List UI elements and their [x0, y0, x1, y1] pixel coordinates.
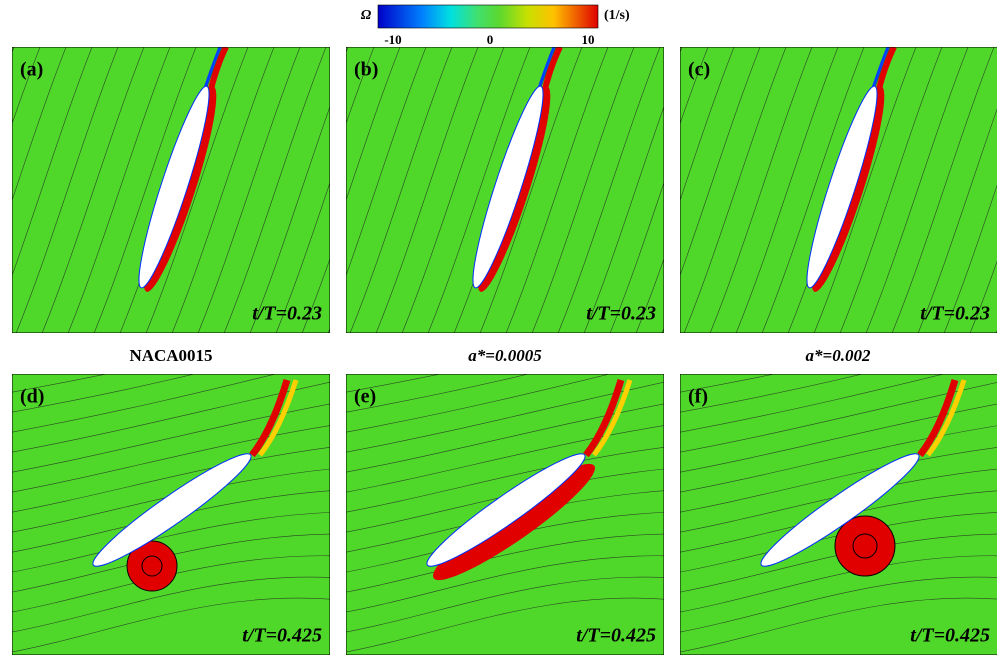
panel-label: (b) — [354, 59, 378, 81]
time-label: t/T=0.23 — [920, 303, 990, 325]
panel-label: (f) — [688, 386, 708, 408]
column-label: NACA0015 — [129, 346, 212, 365]
time-label: t/T=0.23 — [586, 303, 656, 325]
column-label: a*=0.0005 — [468, 346, 542, 365]
panel-label: (a) — [20, 59, 43, 81]
vortex — [835, 516, 895, 576]
panel-label: (e) — [354, 386, 376, 408]
column-label: a*=0.002 — [806, 346, 871, 365]
colorbar-scale — [378, 5, 598, 28]
figure: Ω (1/s) -10 0 10 NACA0015 a*=0.0005 a*=0… — [0, 0, 997, 655]
panel-label: (d) — [20, 386, 44, 408]
time-label: t/T=0.23 — [252, 303, 322, 325]
time-label: t/T=0.425 — [910, 625, 990, 647]
colorbar-tick: 10 — [582, 32, 595, 47]
colorbar-tick: -10 — [384, 32, 401, 47]
colorbar-unit: (1/s) — [604, 8, 630, 23]
panel-label: (c) — [688, 59, 710, 81]
time-label: t/T=0.425 — [576, 625, 656, 647]
colorbar-symbol: Ω — [361, 8, 372, 23]
colorbar-tick: 0 — [487, 32, 494, 47]
time-label: t/T=0.425 — [242, 625, 322, 647]
colorbar: Ω (1/s) -10 0 10 — [361, 5, 630, 47]
